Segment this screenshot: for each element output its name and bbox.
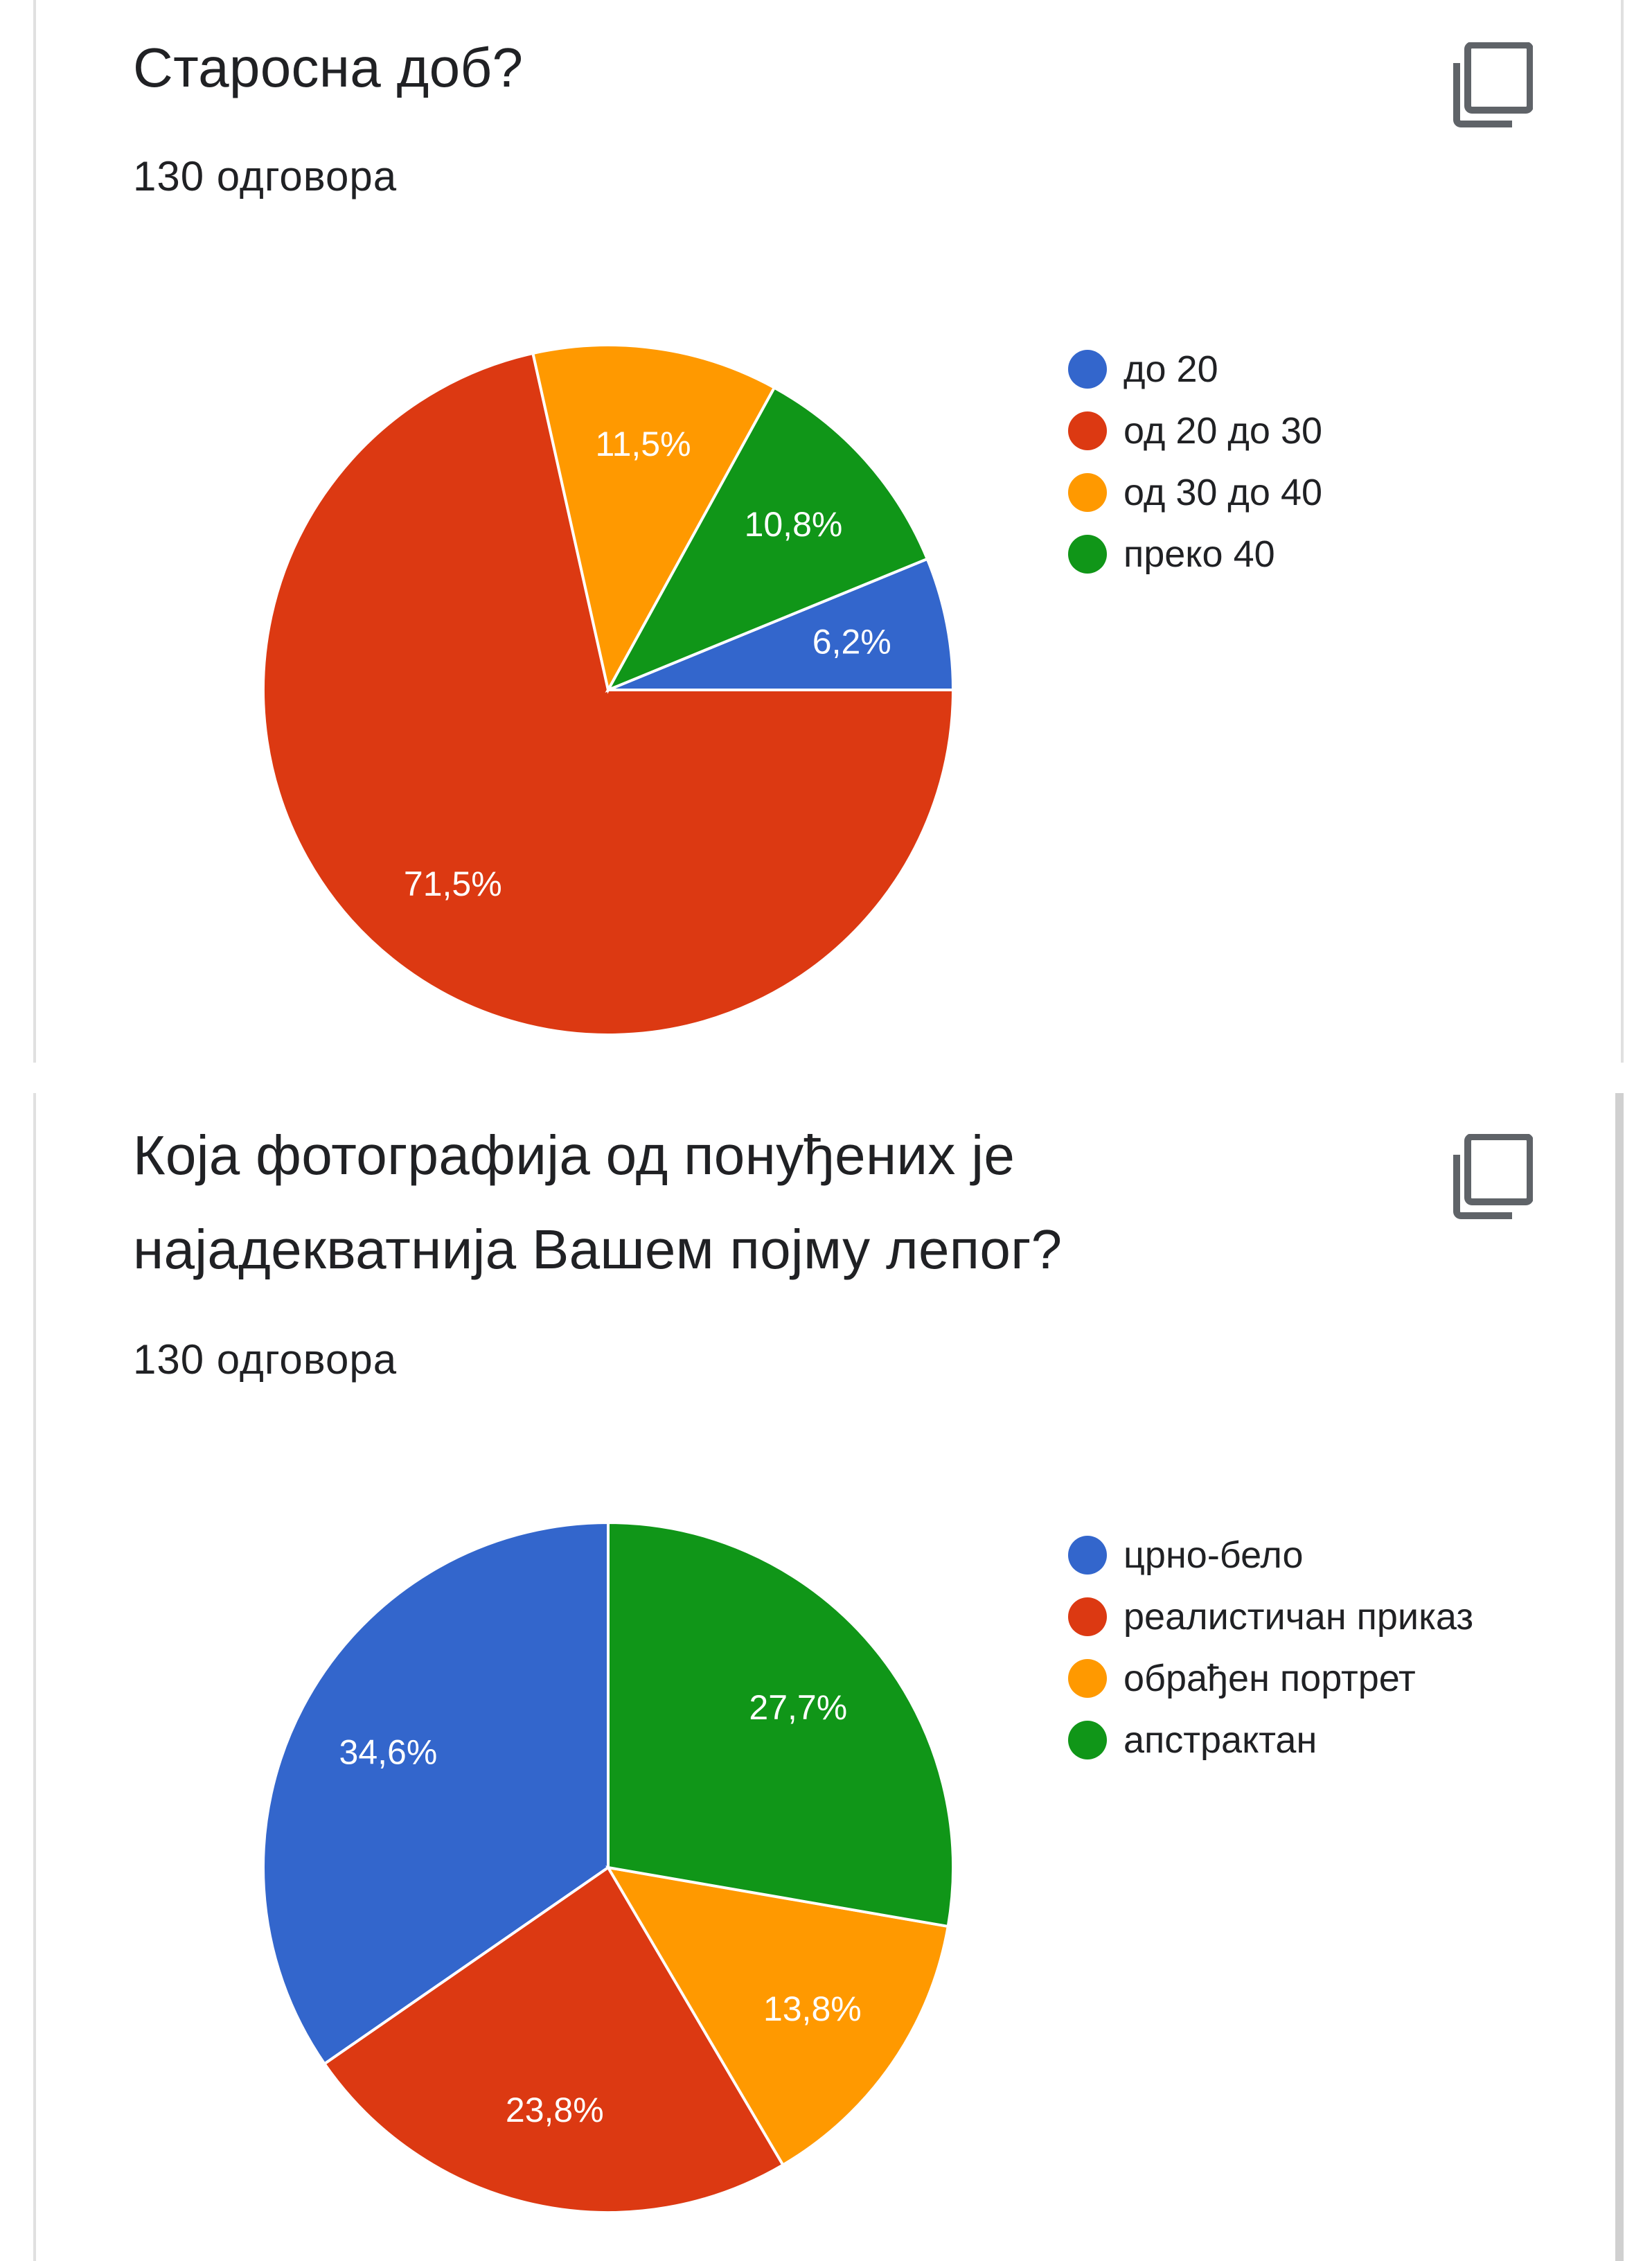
legend-item: од 30 до 40 xyxy=(1068,461,1322,523)
question-card-photo: Која фотографија од понуђених је најадек… xyxy=(33,1093,1624,2261)
legend-label: од 30 до 40 xyxy=(1123,471,1323,513)
legend-label: обрађен портрет xyxy=(1123,1657,1416,1699)
legend-item: до 20 xyxy=(1068,338,1322,400)
legend-item: апстрактан xyxy=(1068,1709,1473,1771)
question-title: Која фотографија од понуђених је најадек… xyxy=(133,1124,1063,1280)
legend-swatch xyxy=(1068,411,1107,450)
pie-slice xyxy=(607,557,955,691)
legend-item: реалистичан приказ xyxy=(1068,1586,1473,1647)
question-title: Старосна доб? xyxy=(133,37,524,98)
legend-swatch xyxy=(1068,534,1107,574)
legend-item: преко 40 xyxy=(1068,523,1322,585)
legend-label: реалистичан приказ xyxy=(1123,1595,1474,1638)
legend-item: црно-бело xyxy=(1068,1524,1473,1586)
pie-chart: 34,6% 23,8% 13,8% 27,7% xyxy=(262,1520,954,2214)
legend-label: преко 40 xyxy=(1123,533,1275,575)
legend-swatch xyxy=(1068,1658,1107,1698)
pie-slice xyxy=(322,1865,785,2214)
legend-item: обрађен портрет xyxy=(1068,1647,1473,1709)
pie-slice xyxy=(605,1865,950,2167)
copy-chart-button[interactable] xyxy=(1448,1132,1538,1222)
pie-slice xyxy=(605,385,930,693)
copy-icon xyxy=(1453,1134,1533,1219)
legend-item: од 20 до 30 xyxy=(1068,400,1322,461)
legend-swatch xyxy=(1068,472,1107,512)
question-card-age: Старосна доб? 130 одговора 6,2% 71,5% 11,5… xyxy=(33,0,1624,1063)
pie-slice xyxy=(262,351,955,1036)
slice-percent-label: 27,7% xyxy=(749,1688,847,1727)
slice-percent-label: 71,5% xyxy=(404,864,502,903)
legend-swatch xyxy=(1068,349,1107,389)
copy-chart-button[interactable] xyxy=(1448,40,1538,130)
slice-percent-label: 23,8% xyxy=(506,2091,604,2129)
response-count: 130 одговора xyxy=(133,153,398,200)
pie-slice xyxy=(607,1520,954,1928)
pie-slice xyxy=(531,344,776,694)
pie-chart: 6,2% 71,5% 11,5% 10,8% xyxy=(262,344,955,1036)
slice-percent-label: 34,6% xyxy=(339,1733,438,1772)
legend-label: апстрактан xyxy=(1123,1719,1317,1761)
slice-percent-label: 6,2% xyxy=(812,623,891,662)
copy-icon xyxy=(1453,42,1533,127)
pie-slice xyxy=(262,1520,610,2066)
legend-label: од 20 до 30 xyxy=(1123,409,1323,452)
slice-percent-label: 10,8% xyxy=(745,505,843,544)
chart-legend: црно-бело реалистичан приказ обрађен портр… xyxy=(1068,1524,1473,1771)
response-count: 130 одговора xyxy=(133,1336,398,1383)
slice-percent-label: 13,8% xyxy=(763,1989,862,2028)
slice-percent-label: 11,5% xyxy=(595,425,691,463)
legend-label: до 20 xyxy=(1123,348,1218,390)
legend-swatch xyxy=(1068,1535,1107,1575)
chart-legend: до 20 од 20 до 30 од 30 до 40 преко 40 xyxy=(1068,338,1322,585)
legend-swatch xyxy=(1068,1720,1107,1759)
legend-swatch xyxy=(1068,1597,1107,1636)
legend-label: црно-бело xyxy=(1123,1534,1304,1576)
